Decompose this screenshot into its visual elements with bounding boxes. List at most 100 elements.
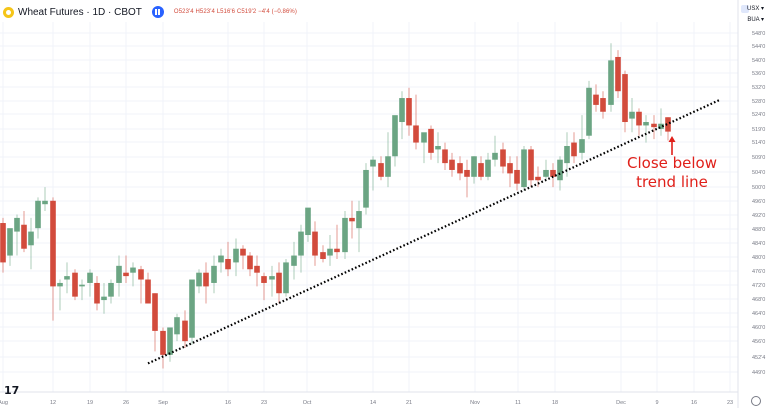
candle-body[interactable] bbox=[485, 159, 491, 177]
candle-body[interactable] bbox=[413, 125, 419, 143]
candle-body[interactable] bbox=[643, 122, 649, 126]
candle-body[interactable] bbox=[535, 176, 541, 181]
candle-body[interactable] bbox=[240, 248, 246, 256]
candle-body[interactable] bbox=[312, 231, 318, 256]
settings-gear-icon[interactable] bbox=[751, 396, 761, 406]
candle-body[interactable] bbox=[152, 293, 158, 331]
candle-body[interactable] bbox=[189, 279, 195, 338]
candle-body[interactable] bbox=[514, 169, 520, 184]
candle-body[interactable] bbox=[261, 276, 267, 283]
candle-body[interactable] bbox=[521, 149, 527, 188]
candle-body[interactable] bbox=[138, 269, 144, 280]
candle-body[interactable] bbox=[28, 231, 34, 246]
candle-body[interactable] bbox=[399, 98, 405, 123]
candle-body[interactable] bbox=[116, 265, 122, 283]
candle-body[interactable] bbox=[615, 56, 621, 92]
unit-select[interactable]: BUA ▾ bbox=[747, 17, 764, 23]
candle-body[interactable] bbox=[457, 163, 463, 174]
candle-body[interactable] bbox=[327, 248, 333, 256]
candle-body[interactable] bbox=[651, 123, 657, 128]
candle-body[interactable] bbox=[218, 255, 224, 263]
candle-body[interactable] bbox=[557, 159, 563, 181]
candle-body[interactable] bbox=[203, 272, 209, 287]
candle-body[interactable] bbox=[406, 98, 412, 126]
candle-body[interactable] bbox=[233, 248, 239, 263]
candle-body[interactable] bbox=[421, 132, 427, 143]
candle-body[interactable] bbox=[622, 74, 628, 123]
candle-body[interactable] bbox=[276, 272, 282, 294]
candle-body[interactable] bbox=[378, 163, 384, 177]
candle-body[interactable] bbox=[600, 98, 606, 112]
candle-body[interactable] bbox=[471, 156, 477, 177]
candle-body[interactable] bbox=[363, 169, 369, 208]
candle-body[interactable] bbox=[211, 265, 217, 283]
candle-body[interactable] bbox=[478, 163, 484, 177]
candle-body[interactable] bbox=[385, 156, 391, 177]
candle-body[interactable] bbox=[101, 296, 107, 301]
candle-body[interactable] bbox=[349, 217, 355, 222]
candle-body[interactable] bbox=[35, 200, 41, 229]
pause-icon[interactable] bbox=[151, 6, 164, 18]
candle-body[interactable] bbox=[356, 211, 362, 229]
candle-body[interactable] bbox=[87, 272, 93, 283]
currency-select[interactable]: USX ▾ bbox=[746, 6, 764, 12]
tradingview-logo-icon[interactable]: 𝟭𝟳 bbox=[4, 384, 20, 397]
candle-body[interactable] bbox=[500, 149, 506, 167]
candle-body[interactable] bbox=[72, 272, 78, 297]
candle-body[interactable] bbox=[586, 87, 592, 136]
candle-body[interactable] bbox=[550, 169, 556, 177]
candle-body[interactable] bbox=[291, 255, 297, 266]
candle-body[interactable] bbox=[464, 169, 470, 177]
candle-body[interactable] bbox=[305, 207, 311, 236]
candle-body[interactable] bbox=[7, 228, 13, 256]
candle-body[interactable] bbox=[298, 231, 304, 256]
candle-body[interactable] bbox=[571, 142, 577, 157]
candle-body[interactable] bbox=[94, 282, 100, 304]
candle-body[interactable] bbox=[342, 217, 348, 253]
candle-body[interactable] bbox=[269, 276, 275, 280]
candle-body[interactable] bbox=[0, 223, 6, 263]
candle-body[interactable] bbox=[564, 145, 570, 164]
candle-body[interactable] bbox=[629, 111, 635, 119]
candle-body[interactable] bbox=[79, 284, 85, 287]
candle-body[interactable] bbox=[50, 200, 56, 287]
candle-body[interactable] bbox=[167, 327, 173, 355]
candle-body[interactable] bbox=[435, 145, 441, 150]
candle-body[interactable] bbox=[528, 149, 534, 181]
candle-body[interactable] bbox=[108, 282, 114, 297]
candle-body[interactable] bbox=[145, 279, 151, 304]
symbol-title[interactable]: Wheat Futures · 1D · CBOT bbox=[18, 6, 142, 18]
candle-body[interactable] bbox=[608, 60, 614, 105]
candle-body[interactable] bbox=[283, 262, 289, 294]
candle-body[interactable] bbox=[658, 123, 664, 129]
candle-body[interactable] bbox=[449, 159, 455, 170]
candle-body[interactable] bbox=[57, 282, 63, 287]
candle-body[interactable] bbox=[196, 272, 202, 287]
candle-body[interactable] bbox=[21, 224, 27, 249]
candle-body[interactable] bbox=[428, 128, 434, 153]
candle-body[interactable] bbox=[392, 115, 398, 157]
candle-body[interactable] bbox=[182, 320, 188, 342]
candle-body[interactable] bbox=[64, 276, 70, 280]
candle-body[interactable] bbox=[42, 200, 48, 205]
candle-body[interactable] bbox=[665, 117, 671, 132]
trend-line[interactable] bbox=[147, 98, 721, 365]
candle-body[interactable] bbox=[320, 252, 326, 259]
candle-body[interactable] bbox=[123, 272, 129, 277]
candle-body[interactable] bbox=[225, 258, 231, 270]
candle-body[interactable] bbox=[14, 217, 20, 232]
candle-body[interactable] bbox=[593, 94, 599, 105]
candle-body[interactable] bbox=[160, 330, 166, 355]
candle-body[interactable] bbox=[442, 149, 448, 164]
candle-body[interactable] bbox=[370, 159, 376, 167]
candle-body[interactable] bbox=[247, 255, 253, 270]
scale-toggle-icon[interactable] bbox=[741, 5, 749, 13]
candle-body[interactable] bbox=[507, 163, 513, 174]
candle-body[interactable] bbox=[130, 267, 136, 273]
candle-body[interactable] bbox=[492, 152, 498, 160]
candle-body[interactable] bbox=[254, 265, 260, 273]
candle-body[interactable] bbox=[579, 139, 585, 153]
candle-body[interactable] bbox=[543, 169, 549, 177]
candle-body[interactable] bbox=[174, 317, 180, 335]
